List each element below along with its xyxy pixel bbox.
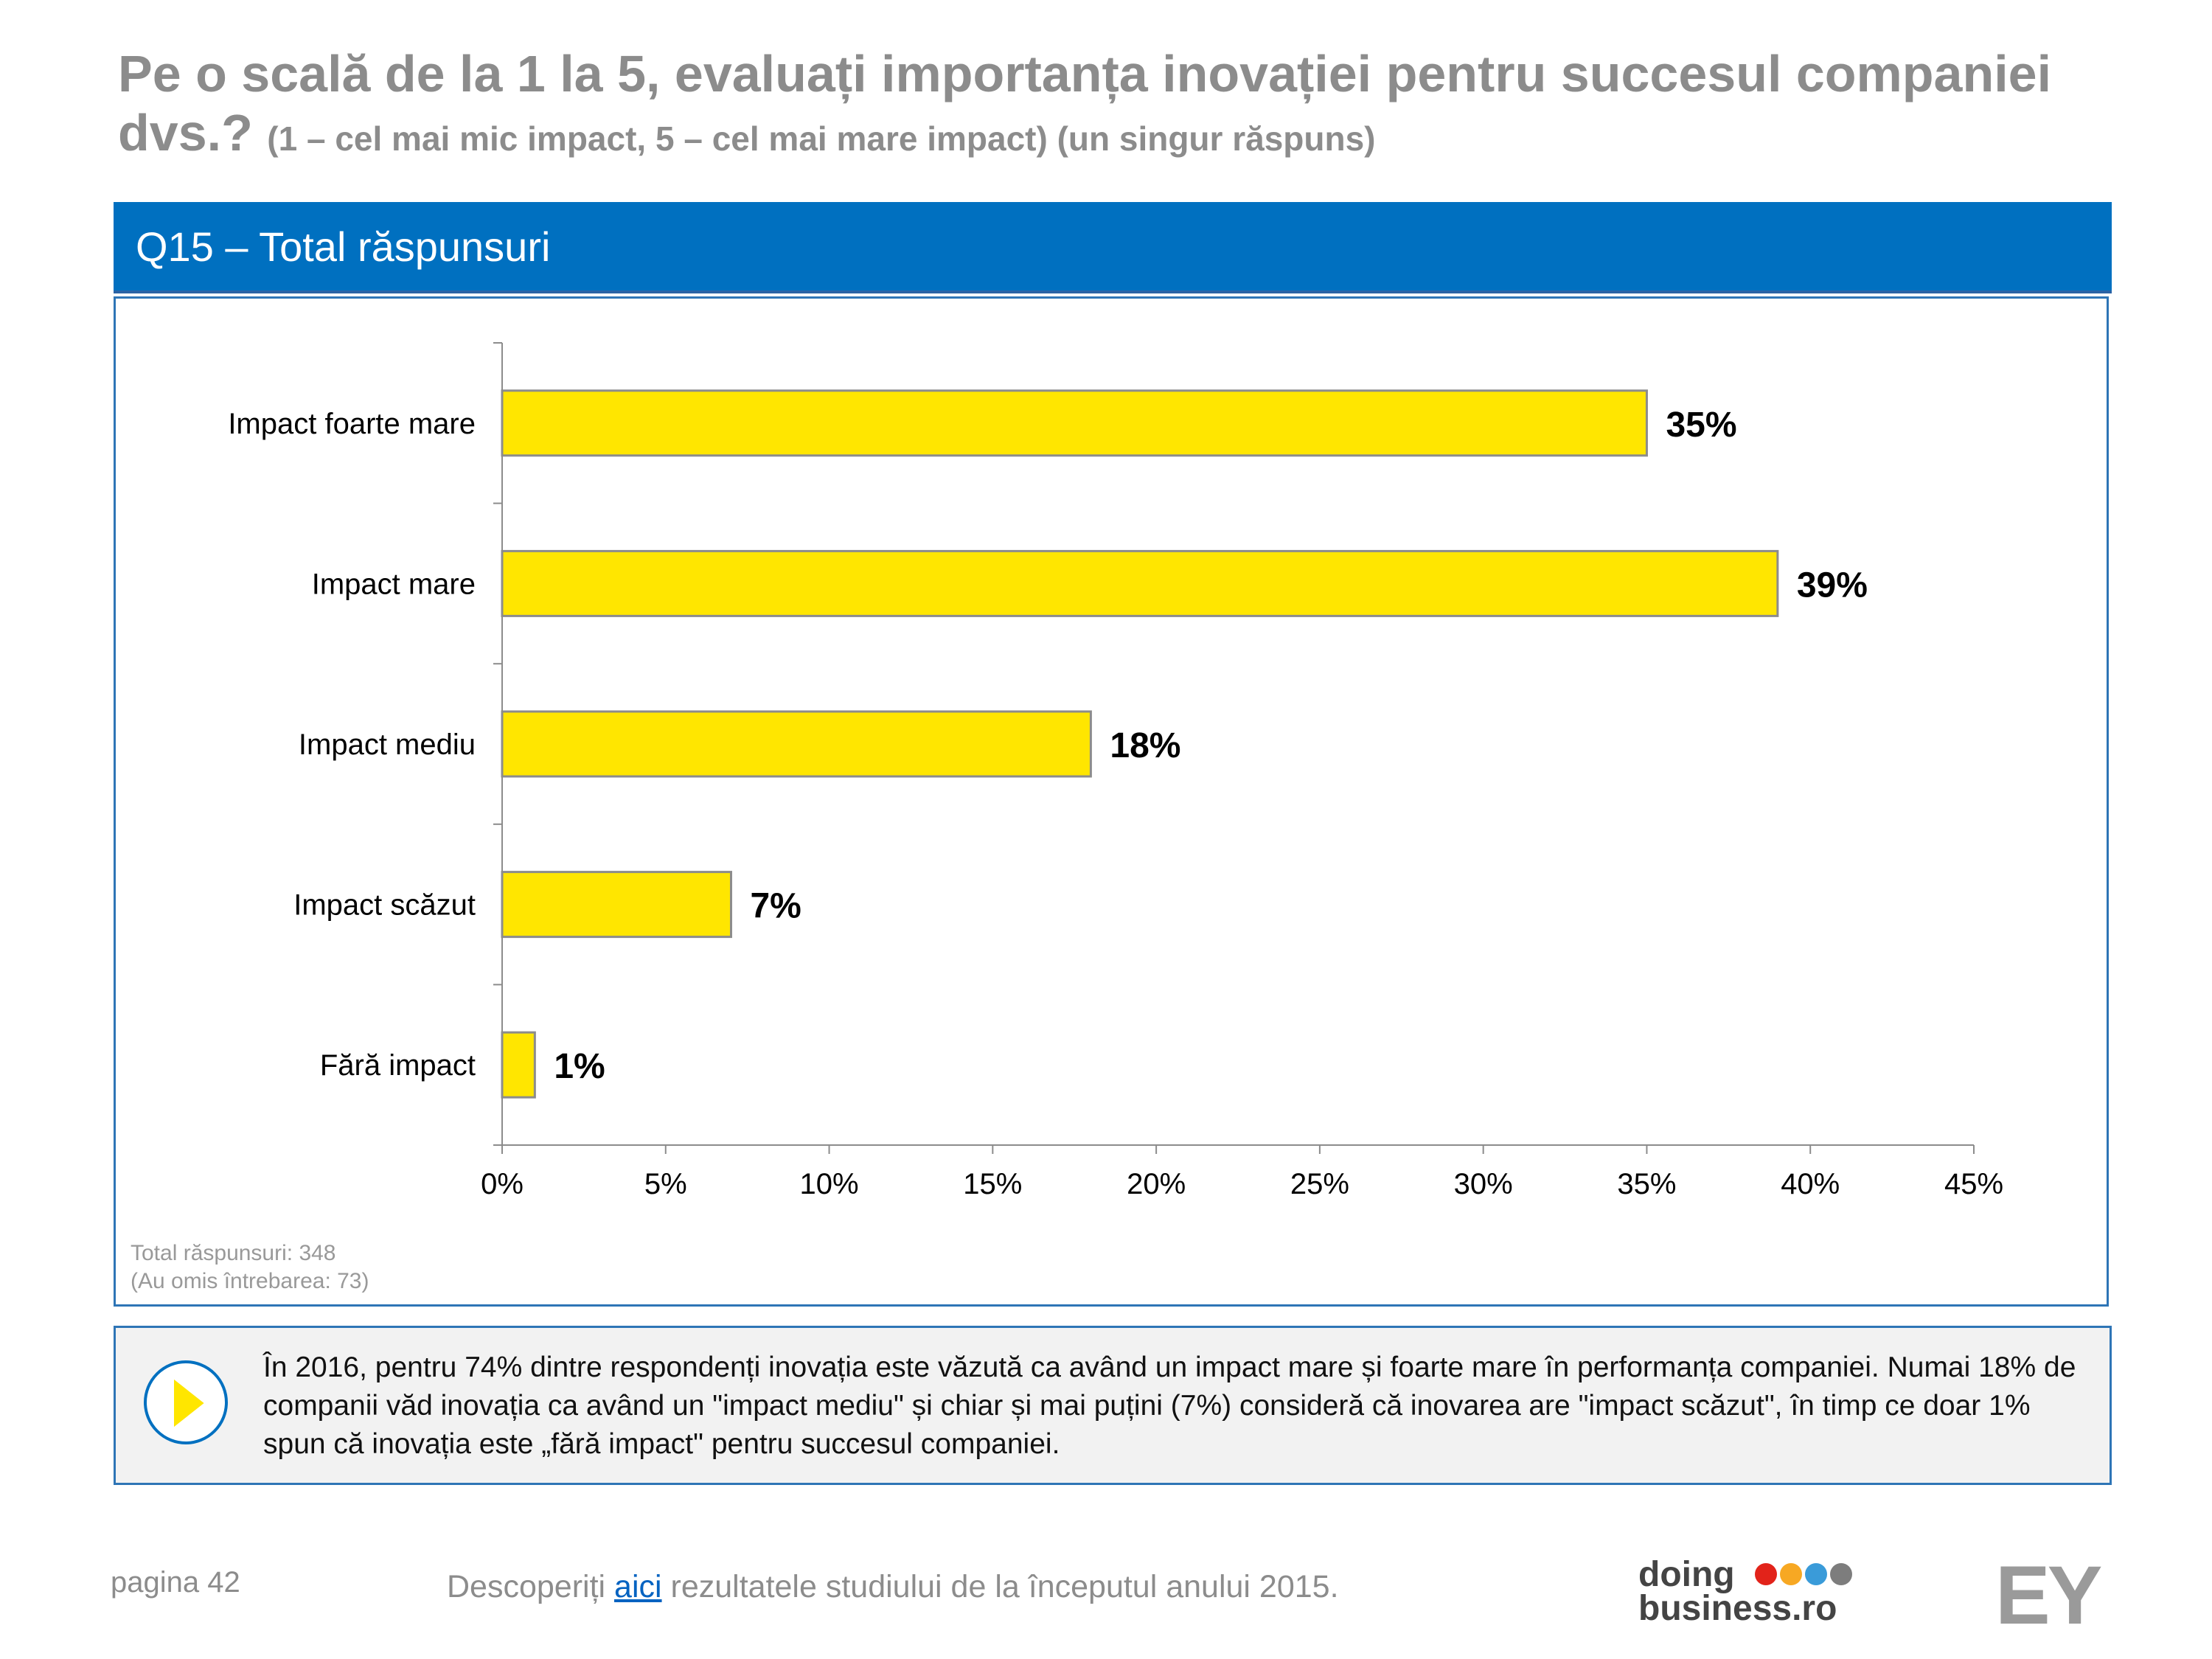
bar <box>501 1031 536 1099</box>
x-tick-label: 25% <box>1290 1168 1349 1200</box>
data-label: 39% <box>1797 566 1868 605</box>
category-label: Impact mediu <box>299 728 476 761</box>
category-label: Impact scăzut <box>293 889 476 922</box>
logo-dot <box>1805 1563 1827 1585</box>
title-main: Pe o scală de la 1 la 5, evaluați import… <box>118 45 2052 161</box>
x-tick-label: 45% <box>1944 1168 2003 1200</box>
bar <box>501 710 1092 778</box>
insight-callout: În 2016, pentru 74% dintre respondenți i… <box>114 1326 2112 1485</box>
ey-logo: EY <box>1995 1549 2102 1641</box>
x-tick-label: 5% <box>644 1168 687 1200</box>
category-label: Fără impact <box>320 1049 476 1082</box>
note-omitted: (Au omis întrebarea: 73) <box>131 1269 369 1293</box>
logo-dot <box>1780 1563 1802 1585</box>
category-label: Impact foarte mare <box>228 408 476 440</box>
data-label: 35% <box>1666 406 1736 445</box>
bar <box>501 549 1779 617</box>
footer-link-here[interactable]: aici <box>614 1569 662 1604</box>
x-tick-label: 0% <box>481 1168 524 1200</box>
section-label: Q15 – Total răspunsuri <box>136 223 551 270</box>
footer-note: Descoperiți aici rezultatele studiului d… <box>447 1569 1339 1605</box>
section-header: Q15 – Total răspunsuri <box>114 202 2112 293</box>
bar <box>501 871 732 939</box>
logo-doing-text: doing <box>1638 1555 1735 1594</box>
category-label: Impact mare <box>312 568 476 600</box>
x-tick-label: 40% <box>1781 1168 1840 1200</box>
page-number: pagina 42 <box>111 1566 240 1599</box>
logo-business-text: business.ro <box>1638 1589 1837 1628</box>
bar-chart: 0% 5% 10% 15% 20% 25% 30% 35% 40% 45% Impact foart… <box>228 342 2003 1200</box>
data-label: 18% <box>1110 726 1180 765</box>
x-tick-label: 20% <box>1127 1168 1186 1200</box>
footer-link-suffix: rezultatele studiului de la începutul an… <box>661 1569 1339 1604</box>
page-title: Pe o scală de la 1 la 5, evaluați import… <box>118 44 2138 168</box>
x-tick-label: 35% <box>1617 1168 1676 1200</box>
bar <box>501 389 1648 457</box>
note-total: Total răspunsuri: 348 <box>131 1241 336 1265</box>
doingbusiness-logo: doing business.ro <box>1638 1557 1882 1631</box>
callout-text: În 2016, pentru 74% dintre respondenți i… <box>263 1352 2076 1460</box>
chart-panel: 0% 5% 10% 15% 20% 25% 30% 35% 40% 45% Impact foart… <box>114 296 2109 1307</box>
logo-dots <box>1755 1563 1855 1589</box>
data-label: 1% <box>554 1047 605 1086</box>
title-subtitle: (1 – cel mai mic impact, 5 – cel mai mar… <box>267 119 1376 158</box>
footer-link-prefix: Descoperiți <box>447 1569 615 1604</box>
logo-dot <box>1830 1563 1852 1585</box>
x-tick-label: 15% <box>963 1168 1022 1200</box>
data-label: 7% <box>750 887 801 926</box>
play-arrow-icon <box>144 1360 228 1444</box>
logo-dot <box>1755 1563 1777 1585</box>
x-tick-label: 30% <box>1454 1168 1513 1200</box>
x-tick-label: 10% <box>800 1168 859 1200</box>
